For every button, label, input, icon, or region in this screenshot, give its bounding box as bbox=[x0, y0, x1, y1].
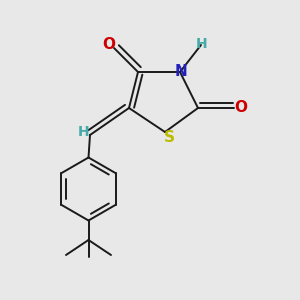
Text: N: N bbox=[175, 64, 188, 79]
Text: O: O bbox=[234, 100, 247, 115]
Text: H: H bbox=[196, 37, 207, 50]
Text: S: S bbox=[164, 130, 175, 145]
Text: O: O bbox=[102, 37, 115, 52]
Text: H: H bbox=[78, 125, 89, 139]
